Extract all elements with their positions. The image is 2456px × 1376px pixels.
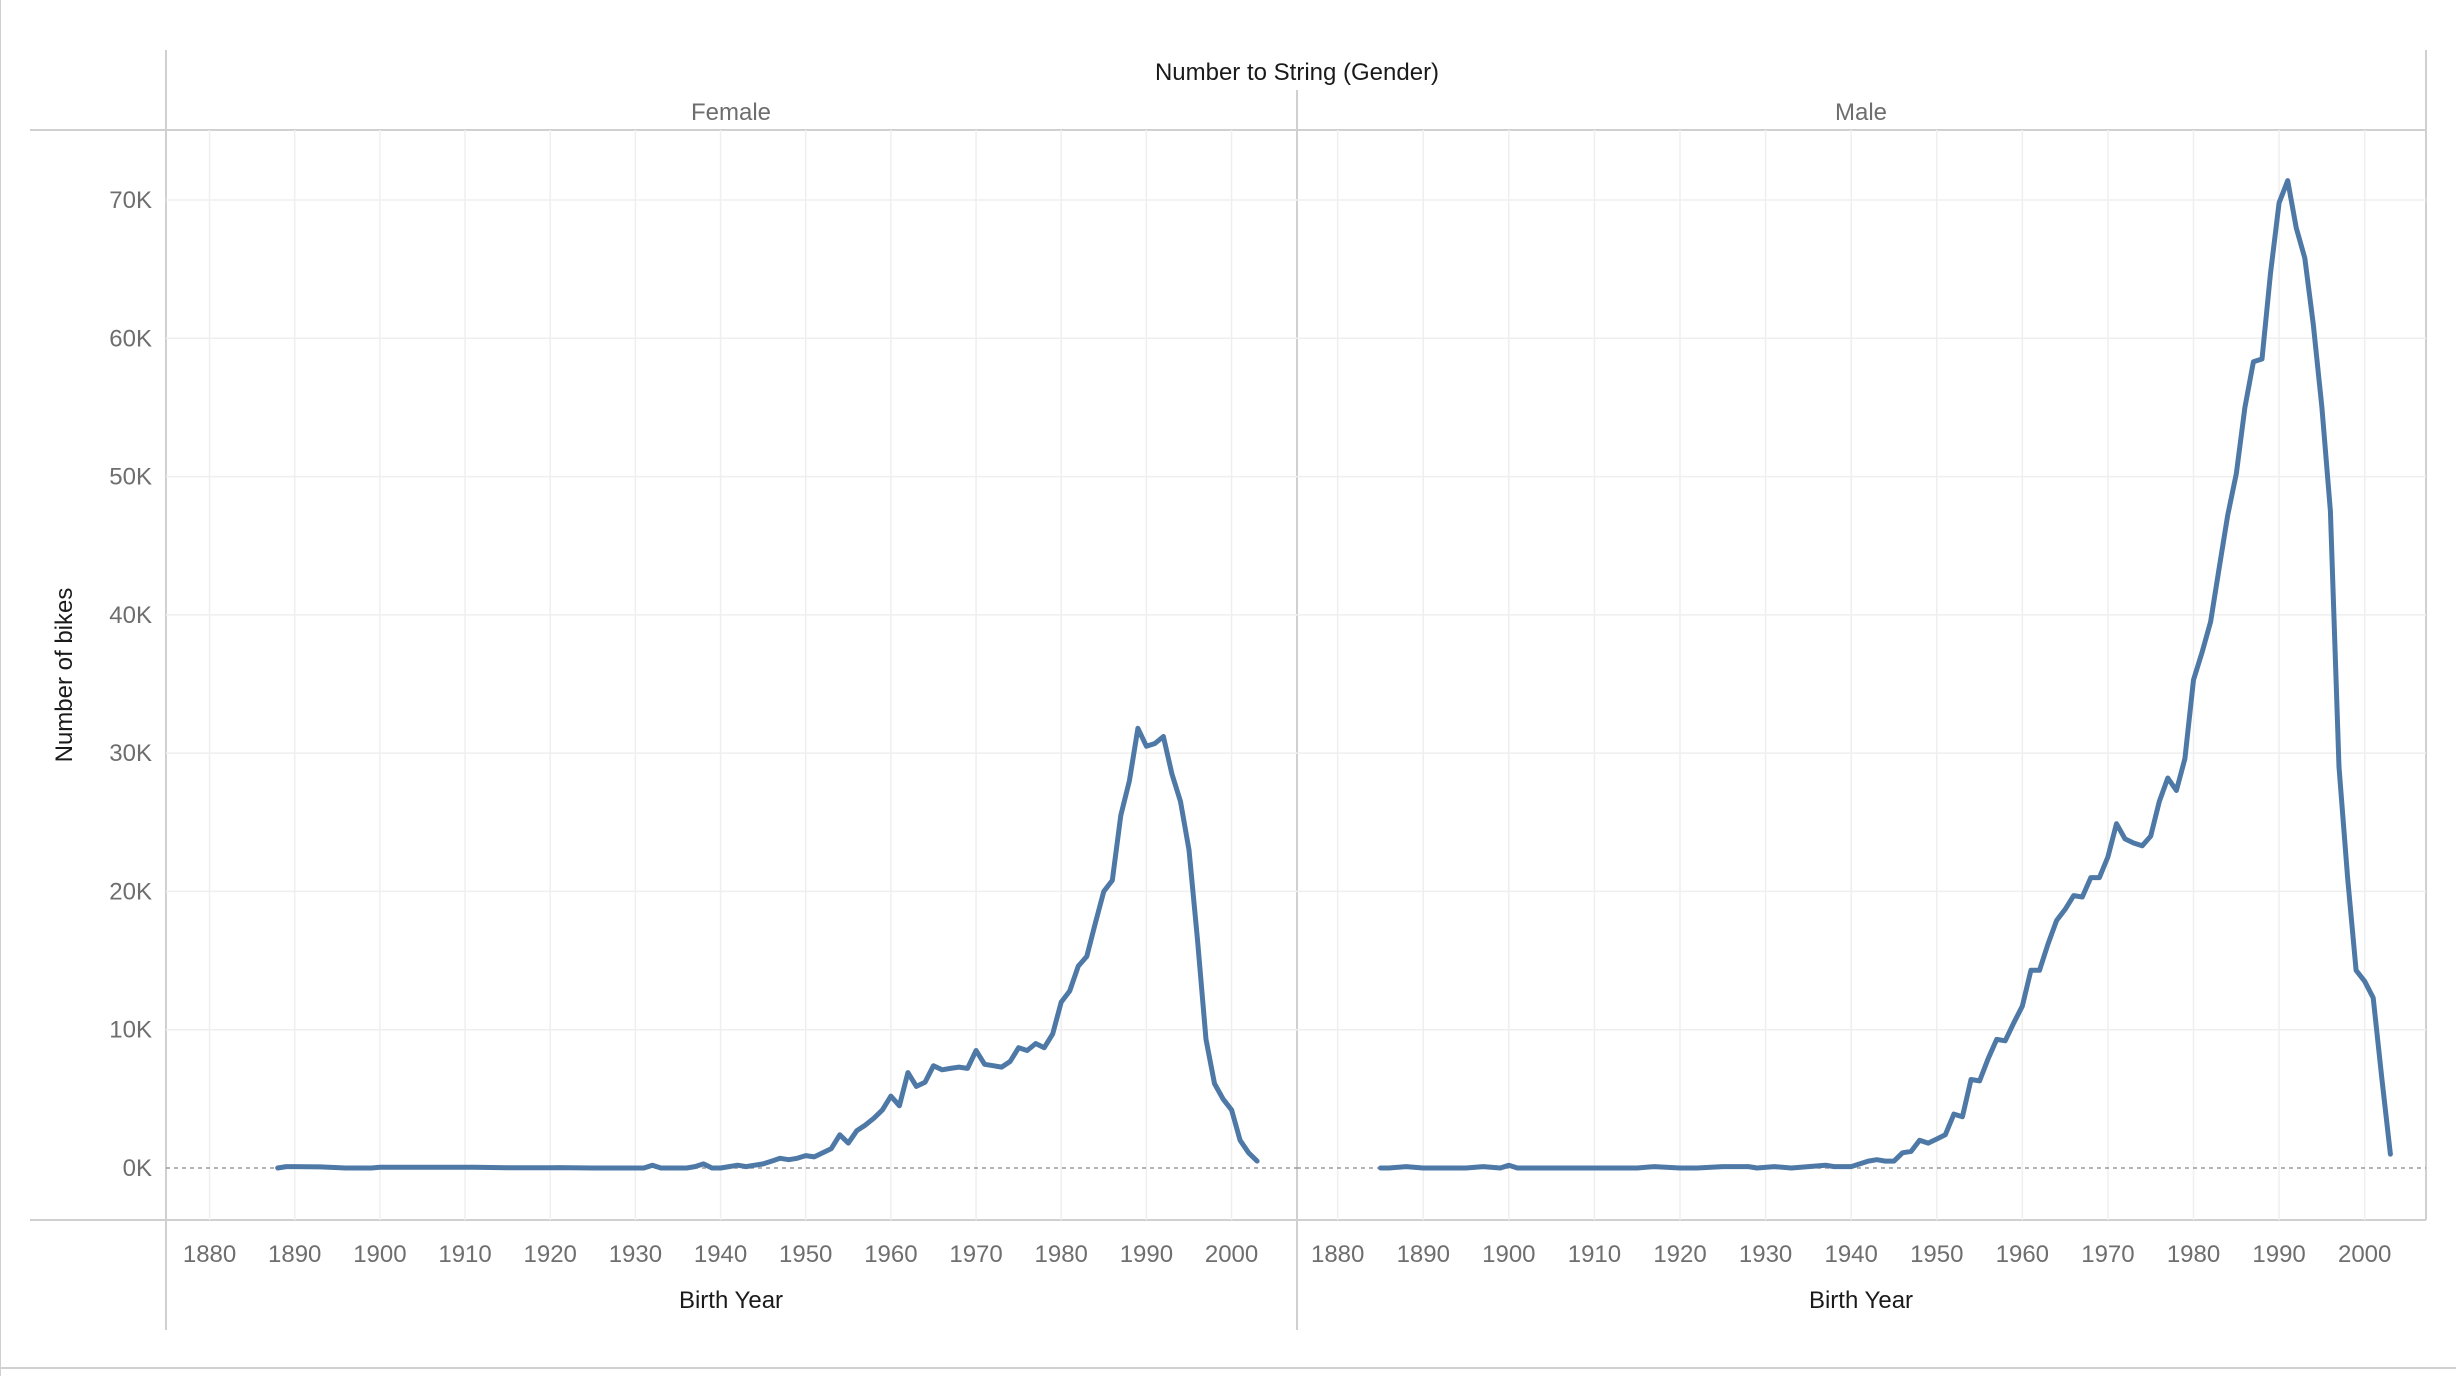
- x-tick-label: 1910: [1568, 1241, 1621, 1268]
- y-tick-label: 60K: [109, 325, 152, 352]
- x-tick-label: 1920: [524, 1241, 577, 1268]
- x-tick-label: 1940: [694, 1241, 747, 1268]
- x-tick-label: 1950: [779, 1241, 832, 1268]
- x-tick-label: 1950: [1910, 1241, 1963, 1268]
- y-tick-label: 0K: [123, 1155, 152, 1182]
- series-line-male[interactable]: [1378, 178, 2393, 1171]
- panel-female: 1880 1890 1900 1910 1920 1930 1940 1950 1960 1970…: [166, 130, 1297, 1268]
- x-tick-label: 1880: [1311, 1241, 1364, 1268]
- y-tick-label: 10K: [109, 1017, 152, 1044]
- x-tick-label: 1980: [1035, 1241, 1088, 1268]
- x-tick-label: 1930: [1739, 1241, 1792, 1268]
- x-tick-label: 1930: [609, 1241, 662, 1268]
- x-tick-label: 1970: [949, 1241, 1002, 1268]
- x-tick-label: 1890: [268, 1241, 321, 1268]
- x-tick-label: 1900: [1482, 1241, 1535, 1268]
- y-axis-title: Number of bikes: [51, 588, 78, 763]
- x-tick-label: 1910: [438, 1241, 491, 1268]
- x-tick-label: 2000: [2338, 1241, 2391, 1268]
- series-line-female[interactable]: [275, 725, 1260, 1171]
- y-axis-ticks: 0K 10K 20K 30K 40K 50K 60K 70K: [109, 187, 152, 1182]
- y-tick-label: 20K: [109, 878, 152, 905]
- y-tick-label: 30K: [109, 740, 152, 767]
- x-tick-label: 1960: [1996, 1241, 2049, 1268]
- y-tick-label: 50K: [109, 464, 152, 491]
- x-tick-label: 1880: [183, 1241, 236, 1268]
- x-tick-label: 1890: [1397, 1241, 1450, 1268]
- x-tick-label: 2000: [1205, 1241, 1258, 1268]
- x-tick-label: 1990: [2252, 1241, 2305, 1268]
- x-axis-title-female: Birth Year: [679, 1287, 783, 1314]
- x-tick-label: 1920: [1653, 1241, 1706, 1268]
- dimension-title: Number to String (Gender): [1155, 59, 1439, 86]
- panel-male: 1880 1890 1900 1910 1920 1930 1940 1950 1960 1970…: [1297, 130, 2426, 1268]
- x-tick-label: 1960: [864, 1241, 917, 1268]
- y-tick-label: 70K: [109, 187, 152, 214]
- x-tick-label: 1980: [2167, 1241, 2220, 1268]
- x-tick-label: 1940: [1824, 1241, 1877, 1268]
- x-tick-label: 1990: [1120, 1241, 1173, 1268]
- y-tick-label: 40K: [109, 602, 152, 629]
- pane-header-female: Female: [691, 99, 771, 126]
- x-tick-label: 1900: [353, 1241, 406, 1268]
- x-axis-title-male: Birth Year: [1809, 1287, 1913, 1314]
- pane-header-male: Male: [1835, 99, 1887, 126]
- x-tick-label: 1970: [2081, 1241, 2134, 1268]
